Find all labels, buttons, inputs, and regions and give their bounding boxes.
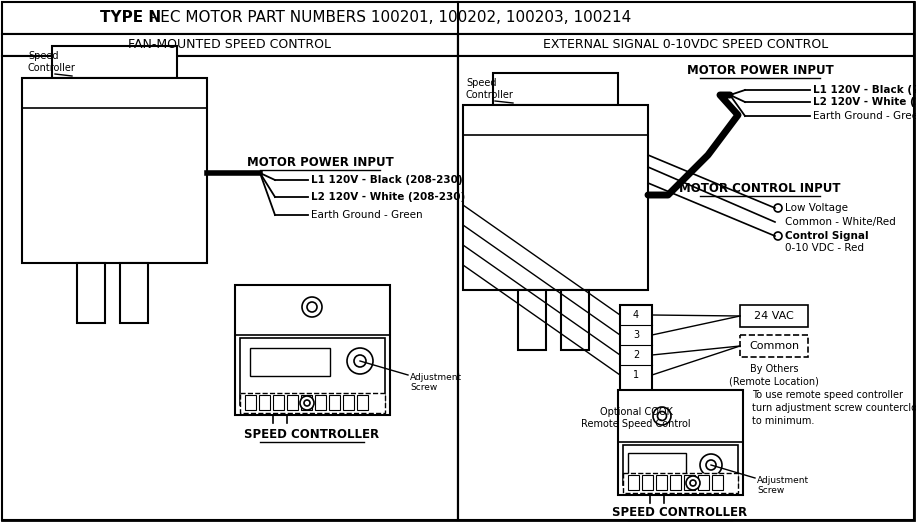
Text: Adjustment
Screw: Adjustment Screw (410, 373, 463, 393)
Bar (642, 475, 653, 490)
Text: 4: 4 (633, 310, 639, 320)
Bar (620, 305, 652, 395)
Bar (670, 475, 681, 490)
Bar (273, 395, 284, 410)
Text: 0-10 VDC - Red: 0-10 VDC - Red (785, 243, 864, 253)
Bar (2, 2, 914, 34)
Text: 3: 3 (633, 330, 639, 340)
Bar (684, 475, 695, 490)
Bar (656, 475, 667, 490)
Bar (458, 56, 914, 520)
Circle shape (774, 204, 782, 212)
Bar (2, 56, 458, 520)
Text: Common - White/Red: Common - White/Red (785, 217, 896, 227)
Circle shape (307, 302, 317, 312)
Bar (357, 395, 368, 410)
Circle shape (653, 407, 671, 425)
Text: Control Signal: Control Signal (785, 231, 868, 241)
Text: Speed
Controller: Speed Controller (28, 51, 76, 73)
Text: SPEED CONTROLLER: SPEED CONTROLLER (245, 429, 379, 442)
Bar (623, 473, 738, 493)
Text: FAN-MOUNTED SPEED CONTROL: FAN-MOUNTED SPEED CONTROL (128, 39, 332, 52)
Bar (315, 395, 326, 410)
Circle shape (690, 480, 696, 486)
Bar (628, 453, 686, 475)
Bar (2, 34, 458, 56)
Bar (77, 263, 105, 323)
Bar (240, 393, 385, 413)
Text: Common: Common (749, 341, 799, 351)
Text: By Others
(Remote Location): By Others (Remote Location) (729, 364, 819, 386)
Text: Optional COOK
Remote Speed Control: Optional COOK Remote Speed Control (581, 407, 691, 430)
Text: L2 120V - White (208-230): L2 120V - White (208-230) (311, 192, 465, 202)
Bar (235, 285, 390, 415)
Text: EXTERNAL SIGNAL 0-10VDC SPEED CONTROL: EXTERNAL SIGNAL 0-10VDC SPEED CONTROL (543, 39, 829, 52)
Circle shape (658, 411, 667, 421)
Bar (463, 105, 648, 290)
Bar (259, 395, 270, 410)
Circle shape (302, 297, 322, 317)
Text: SPEED CONTROLLER: SPEED CONTROLLER (613, 506, 747, 519)
Bar (740, 305, 808, 327)
Text: MOTOR POWER INPUT: MOTOR POWER INPUT (246, 156, 393, 169)
Text: To use remote speed controller
turn adjustment screw counterclockwise
to minimum: To use remote speed controller turn adju… (752, 390, 916, 426)
Bar (52, 46, 177, 78)
Bar (518, 290, 546, 350)
Bar (458, 34, 914, 56)
Bar (561, 290, 589, 350)
Text: Earth Ground - Green: Earth Ground - Green (813, 111, 916, 121)
Circle shape (700, 454, 722, 476)
Text: L1 120V - Black (208-230): L1 120V - Black (208-230) (813, 85, 916, 95)
Circle shape (686, 476, 700, 490)
Bar (712, 475, 723, 490)
Text: 24 VAC: 24 VAC (754, 311, 794, 321)
Text: L2 120V - White (208-230): L2 120V - White (208-230) (813, 97, 916, 107)
Text: 1: 1 (633, 370, 639, 380)
Text: Earth Ground - Green: Earth Ground - Green (311, 210, 422, 220)
Text: MOTOR CONTROL INPUT: MOTOR CONTROL INPUT (680, 182, 841, 195)
Bar (628, 475, 639, 490)
Text: MOTOR POWER INPUT: MOTOR POWER INPUT (687, 64, 834, 77)
Bar (301, 395, 312, 410)
Bar (120, 263, 148, 323)
Bar (329, 395, 340, 410)
Bar (287, 395, 298, 410)
Bar (250, 348, 330, 376)
Bar (618, 390, 743, 495)
Bar (343, 395, 354, 410)
Circle shape (354, 355, 366, 367)
Bar (698, 475, 709, 490)
Bar (240, 338, 385, 405)
Text: TYPE N: TYPE N (100, 10, 161, 26)
Bar (623, 445, 738, 485)
Text: 2: 2 (633, 350, 639, 360)
Text: L1 120V - Black (208-230): L1 120V - Black (208-230) (311, 175, 463, 185)
Circle shape (706, 460, 716, 470)
Text: Adjustment
Screw: Adjustment Screw (757, 476, 809, 495)
Circle shape (300, 396, 314, 410)
Text: Speed
Controller: Speed Controller (466, 78, 514, 100)
Circle shape (304, 400, 310, 406)
Text: Low Voltage: Low Voltage (785, 203, 848, 213)
Circle shape (347, 348, 373, 374)
Bar (22, 78, 207, 263)
Text: - EC MOTOR PART NUMBERS 100201, 100202, 100203, 100214: - EC MOTOR PART NUMBERS 100201, 100202, … (145, 10, 631, 26)
Circle shape (774, 232, 782, 240)
Bar (493, 73, 618, 105)
Bar (245, 395, 256, 410)
Bar (740, 335, 808, 357)
